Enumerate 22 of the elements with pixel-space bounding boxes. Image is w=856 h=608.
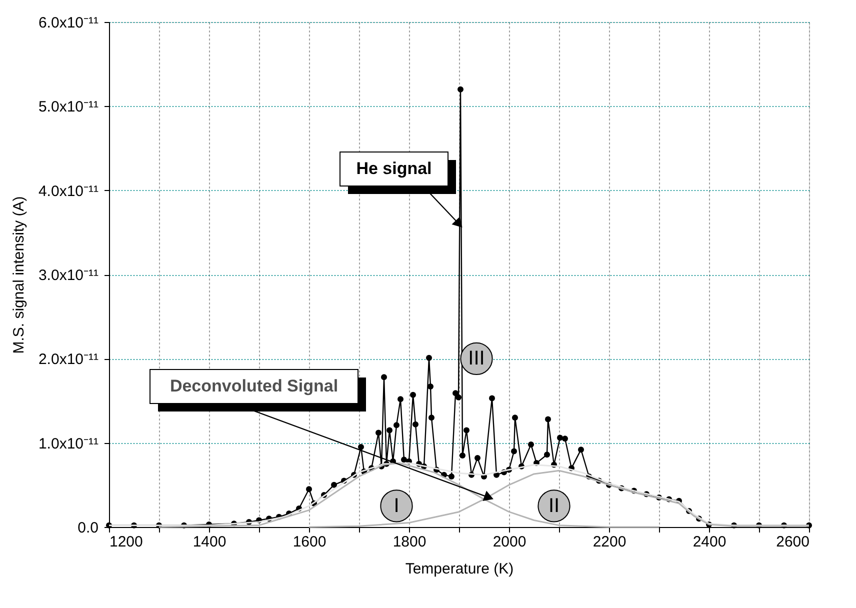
y-tick-label: 4.0x10⁻¹¹: [38, 182, 98, 200]
x-tick-label: 1800: [392, 534, 426, 550]
annotation: He signal: [356, 159, 432, 178]
annotation: II: [548, 494, 560, 517]
x-tick-label: 2200: [592, 534, 626, 550]
x-axis-title: Temperature (K): [405, 560, 514, 578]
y-axis-title: M.S. signal intensity (A): [10, 196, 28, 354]
y-tick-label: 1.0x10⁻¹¹: [38, 435, 98, 452]
y-tick-label: 5.0x10⁻¹¹: [38, 98, 98, 116]
x-tick-label: 2600: [776, 534, 810, 550]
y-tick-label: 2.0x10⁻¹¹: [38, 351, 98, 368]
x-tick-label: 2400: [692, 534, 726, 550]
x-tick-label: 2000: [492, 534, 526, 550]
x-tick-label: 1400: [192, 534, 226, 550]
y-tick-label: 0.0: [78, 520, 98, 536]
annotation: Deconvoluted Signal: [170, 376, 338, 396]
x-tick-label: 1600: [292, 534, 326, 550]
y-tick-label: 6.0x10⁻¹¹: [38, 14, 98, 32]
annotation: I: [394, 494, 400, 517]
y-tick-label: 3.0x10⁻¹¹: [38, 267, 98, 284]
annotation: III: [468, 348, 485, 370]
x-tick-label: 1200: [110, 534, 143, 550]
